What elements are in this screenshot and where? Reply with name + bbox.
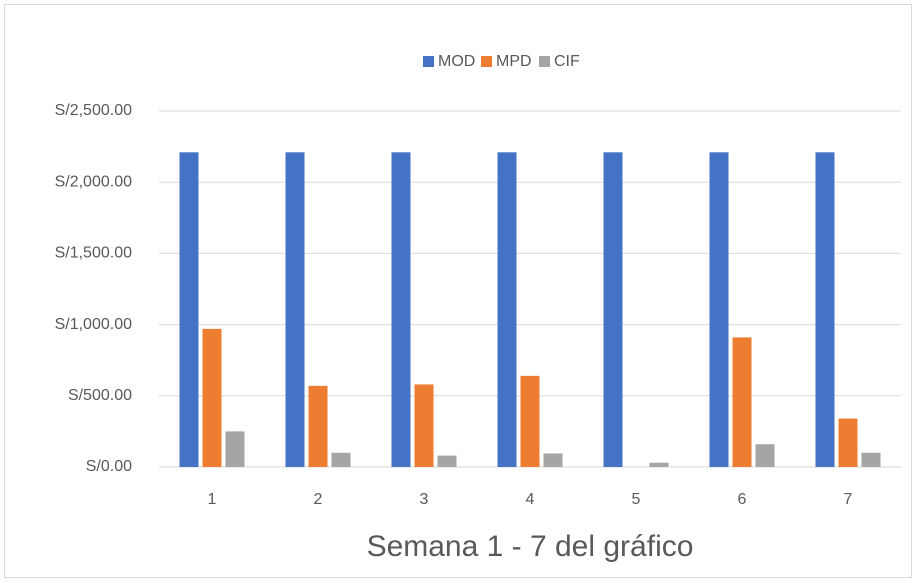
bar	[225, 431, 245, 467]
legend-label: MPD	[496, 53, 532, 70]
x-tick-label: 6	[738, 491, 747, 508]
y-tick-label: S/2,500.00	[55, 102, 133, 119]
bar	[838, 418, 858, 467]
bar	[861, 452, 881, 467]
legend-label: CIF	[554, 53, 580, 70]
legend-swatch	[539, 56, 550, 67]
legend-swatch	[423, 56, 434, 67]
bar	[437, 455, 457, 467]
y-tick-label: S/0.00	[86, 458, 132, 475]
x-tick-label: 7	[844, 491, 853, 508]
y-tick-label: S/500.00	[68, 387, 132, 404]
legend-label: MOD	[438, 53, 475, 70]
bar	[391, 152, 411, 467]
bar	[414, 384, 434, 467]
y-tick-label: S/1,500.00	[55, 245, 133, 262]
x-tick-label: 5	[632, 491, 641, 508]
bar	[649, 462, 669, 467]
bar	[285, 152, 305, 467]
bar	[520, 375, 540, 467]
bar	[732, 337, 752, 467]
bar	[603, 152, 623, 467]
bar	[497, 152, 517, 467]
y-tick-label: S/1,000.00	[55, 316, 133, 333]
x-tick-label: 3	[420, 491, 429, 508]
bar	[709, 152, 729, 467]
bar	[815, 152, 835, 467]
x-tick-label: 1	[208, 491, 217, 508]
bar	[331, 452, 351, 467]
x-tick-label: 4	[526, 491, 535, 508]
bar	[543, 453, 563, 467]
bar	[179, 152, 199, 467]
y-tick-label: S/2,000.00	[55, 173, 133, 190]
chart-border	[4, 4, 912, 578]
bar	[202, 328, 222, 467]
bar	[308, 385, 328, 467]
bar	[755, 444, 775, 467]
x-axis-title: Semana 1 - 7 del gráfico	[367, 530, 694, 563]
legend-swatch	[481, 56, 492, 67]
x-tick-label: 2	[314, 491, 323, 508]
